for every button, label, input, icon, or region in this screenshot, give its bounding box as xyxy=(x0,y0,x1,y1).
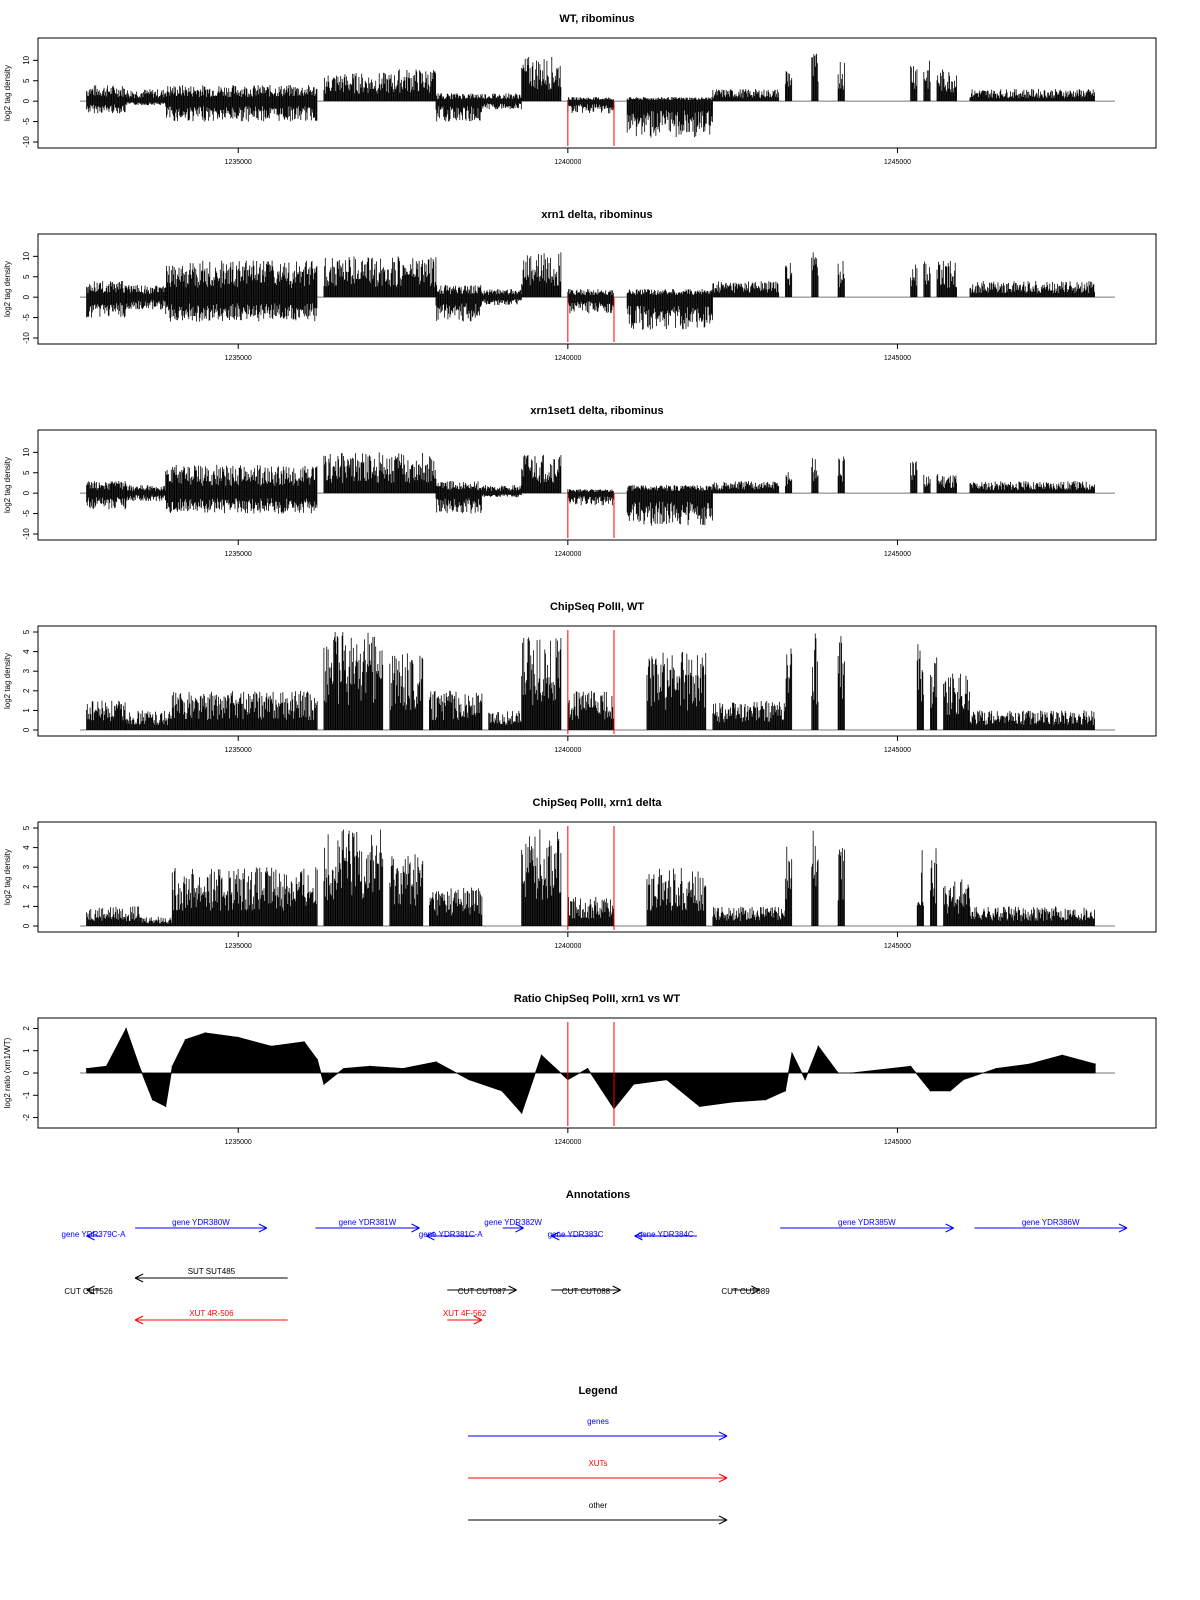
signal-segment xyxy=(567,289,614,314)
signal-segment xyxy=(923,261,931,298)
signal-segment xyxy=(811,53,819,102)
panel-1: WT, ribominus log2 tag density -10 -5 0 5 10 12… xyxy=(3,13,1157,166)
signal-segment xyxy=(165,260,318,322)
signal-segment xyxy=(165,84,318,122)
signal-segment xyxy=(626,97,713,138)
chart-title: xrn1 delta, ribominus xyxy=(541,209,652,221)
y-tick-label: 10 xyxy=(22,55,31,64)
x-tick-label: 1240000 xyxy=(554,159,581,166)
x-tick-label: 1235000 xyxy=(225,159,252,166)
y-tick-label: 5 xyxy=(22,274,31,279)
y-axis-label: log2 tag density xyxy=(3,457,12,513)
signal-segment xyxy=(86,480,127,510)
x-tick-label: 1235000 xyxy=(225,355,252,362)
signal-segment xyxy=(784,262,793,298)
y-tick-label: 0 xyxy=(22,490,31,495)
signal-segment xyxy=(923,60,931,102)
signal-segment xyxy=(323,452,437,494)
y-tick-label: 5 xyxy=(22,78,31,83)
signal-segment xyxy=(481,93,522,110)
signal-segment xyxy=(396,69,437,102)
chart-title: WT, ribominus xyxy=(559,13,634,25)
signal-segment xyxy=(784,71,793,102)
signal-segment xyxy=(910,264,918,298)
signal-segment xyxy=(125,284,166,310)
signal-segment xyxy=(969,281,1095,298)
plot-frame xyxy=(37,37,1157,149)
plot-frame xyxy=(37,233,1157,345)
signal-segment xyxy=(936,69,958,102)
x-tick-label: 1240000 xyxy=(554,551,581,558)
y-tick-label: 5 xyxy=(22,470,31,475)
y-tick-label: 0 xyxy=(22,98,31,103)
signal-segment xyxy=(936,261,958,298)
y-tick-label: 10 xyxy=(22,447,31,456)
signal-segment xyxy=(125,89,166,106)
signal-segment xyxy=(712,88,780,102)
signal-segment xyxy=(910,66,918,102)
y-tick-label: 0 xyxy=(22,294,31,299)
y-tick-label: -5 xyxy=(22,313,31,321)
x-tick-label: 1240000 xyxy=(554,355,581,362)
x-tick-label: 1235000 xyxy=(225,551,252,558)
panel-3: xrn1set1 delta, ribominus log2 tag densit… xyxy=(3,405,1157,558)
signal-segment xyxy=(521,252,562,298)
panel-2: xrn1 delta, ribominus log2 tag density -10… xyxy=(3,209,1157,362)
signal-segment xyxy=(837,260,845,298)
signal-segment xyxy=(811,252,819,298)
signal-segment xyxy=(521,454,562,494)
signal-segment xyxy=(626,289,713,330)
signal-segment xyxy=(481,485,522,498)
x-tick-label: 1245000 xyxy=(884,551,911,558)
y-tick-label: -10 xyxy=(22,332,31,344)
y-tick-label: -5 xyxy=(22,117,31,125)
chart-title: xrn1set1 delta, ribominus xyxy=(530,405,663,417)
y-tick-label: -10 xyxy=(22,136,31,148)
signal-segment xyxy=(567,489,614,506)
y-tick-label: 10 xyxy=(22,251,31,260)
signal-segment xyxy=(521,56,562,102)
plot-frame xyxy=(37,429,1157,541)
signal-segment xyxy=(481,289,522,306)
signal-segment xyxy=(323,256,437,298)
signal-segment xyxy=(567,97,614,114)
signal-segment xyxy=(125,485,166,502)
x-tick-label: 1245000 xyxy=(884,355,911,362)
signal-segment xyxy=(435,93,482,122)
signal-segment xyxy=(969,88,1095,102)
y-axis-label: log2 tag density xyxy=(3,261,12,317)
signal-segment xyxy=(86,280,127,318)
y-axis-label: log2 tag density xyxy=(3,65,12,121)
signal-segment xyxy=(712,281,780,298)
signal-segment xyxy=(435,480,482,514)
signal-segment xyxy=(837,61,845,102)
signal-segment xyxy=(435,285,482,322)
signal-segment xyxy=(323,72,397,102)
signal-segment xyxy=(86,85,127,114)
x-tick-label: 1245000 xyxy=(884,159,911,166)
y-tick-label: -5 xyxy=(22,509,31,517)
signal-segment xyxy=(165,464,318,514)
y-tick-label: -10 xyxy=(22,528,31,540)
